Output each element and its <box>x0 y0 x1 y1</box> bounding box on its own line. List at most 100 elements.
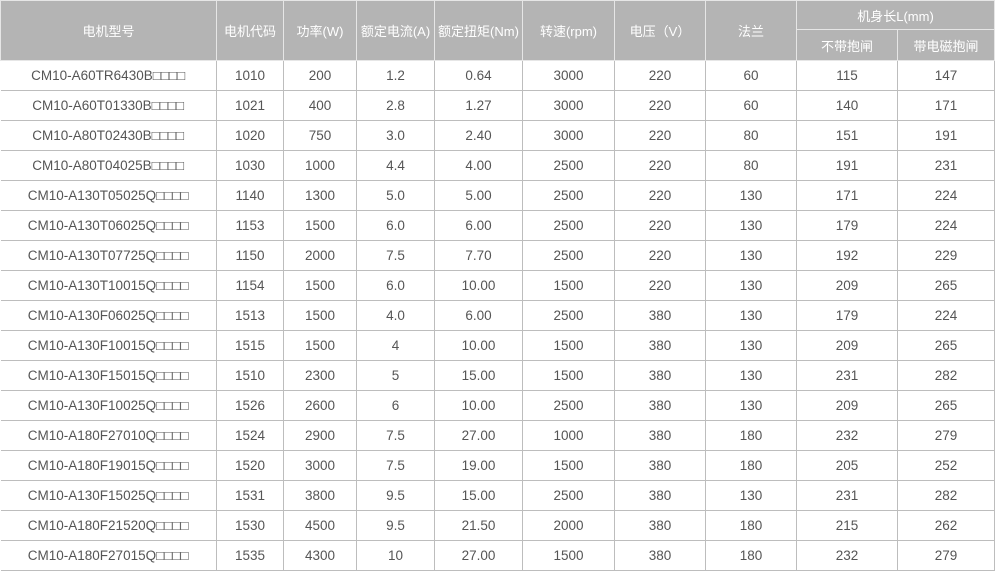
cell-flange: 130 <box>705 180 797 211</box>
cell-length-no-brake: 171 <box>796 180 898 211</box>
cell-torque: 15.00 <box>434 480 523 511</box>
cell-code: 1020 <box>216 120 284 151</box>
table-row: CM10-A80T02430B□□□□ 1020 750 3.0 2.40 3000 220… <box>0 120 995 151</box>
table-row: CM10-A180F27015Q□□□□ 1535 4300 10 27.00 1500 3… <box>0 540 995 571</box>
cell-speed: 2500 <box>522 480 615 511</box>
cell-current: 9.5 <box>356 510 435 541</box>
table-body: CM10-A60TR6430B□□□□ 1010 200 1.2 0.64 3000 220… <box>0 60 995 571</box>
cell-power: 2300 <box>283 360 357 391</box>
cell-power: 2600 <box>283 390 357 421</box>
cell-length-brake: 147 <box>897 60 995 91</box>
cell-length-no-brake: 192 <box>796 240 898 271</box>
cell-speed: 3000 <box>522 120 615 151</box>
header-length-no-brake: 不带抱闸 <box>796 29 898 61</box>
table-row: CM10-A60T01330B□□□□ 1021 400 2.8 1.27 3000 220… <box>0 90 995 121</box>
cell-model: CM10-A130F10015Q□□□□ <box>0 330 217 361</box>
table-row: CM10-A130F15025Q□□□□ 1531 3800 9.5 15.00 2500… <box>0 480 995 511</box>
cell-current: 7.5 <box>356 450 435 481</box>
cell-voltage: 220 <box>614 210 706 241</box>
cell-voltage: 220 <box>614 270 706 301</box>
cell-flange: 180 <box>705 450 797 481</box>
cell-speed: 1500 <box>522 360 615 391</box>
cell-current: 2.8 <box>356 90 435 121</box>
cell-speed: 2500 <box>522 210 615 241</box>
cell-code: 1524 <box>216 420 284 451</box>
cell-voltage: 220 <box>614 180 706 211</box>
cell-torque: 10.00 <box>434 270 523 301</box>
cell-model: CM10-A130F15025Q□□□□ <box>0 480 217 511</box>
cell-speed: 2500 <box>522 240 615 271</box>
cell-code: 1154 <box>216 270 284 301</box>
cell-torque: 0.64 <box>434 60 523 91</box>
header-flange: 法兰 <box>705 0 797 61</box>
cell-current: 6.0 <box>356 210 435 241</box>
cell-code: 1531 <box>216 480 284 511</box>
cell-speed: 2000 <box>522 510 615 541</box>
cell-length-no-brake: 191 <box>796 150 898 181</box>
cell-torque: 19.00 <box>434 450 523 481</box>
cell-length-brake: 265 <box>897 270 995 301</box>
cell-torque: 27.00 <box>434 420 523 451</box>
table-row: CM10-A130T05025Q□□□□ 1140 1300 5.0 5.00 2500 2… <box>0 180 995 211</box>
cell-length-brake: 171 <box>897 90 995 121</box>
cell-length-no-brake: 179 <box>796 300 898 331</box>
cell-flange: 130 <box>705 240 797 271</box>
cell-torque: 6.00 <box>434 210 523 241</box>
cell-current: 1.2 <box>356 60 435 91</box>
cell-length-brake: 265 <box>897 390 995 421</box>
cell-voltage: 380 <box>614 300 706 331</box>
cell-power: 1000 <box>283 150 357 181</box>
cell-speed: 2500 <box>522 300 615 331</box>
cell-length-brake: 252 <box>897 450 995 481</box>
header-current: 额定电流(A) <box>356 0 435 61</box>
cell-flange: 180 <box>705 420 797 451</box>
cell-model: CM10-A130F10025Q□□□□ <box>0 390 217 421</box>
cell-code: 1140 <box>216 180 284 211</box>
header-code: 电机代码 <box>216 0 284 61</box>
cell-current: 10 <box>356 540 435 571</box>
cell-power: 1500 <box>283 210 357 241</box>
cell-speed: 1500 <box>522 540 615 571</box>
cell-torque: 15.00 <box>434 360 523 391</box>
table-row: CM10-A130F10015Q□□□□ 1515 1500 4 10.00 1500 38… <box>0 330 995 361</box>
cell-speed: 3000 <box>522 60 615 91</box>
cell-length-no-brake: 232 <box>796 540 898 571</box>
cell-length-brake: 191 <box>897 120 995 151</box>
cell-code: 1530 <box>216 510 284 541</box>
cell-length-brake: 282 <box>897 480 995 511</box>
cell-length-no-brake: 215 <box>796 510 898 541</box>
cell-flange: 130 <box>705 360 797 391</box>
cell-speed: 1000 <box>522 420 615 451</box>
cell-voltage: 380 <box>614 510 706 541</box>
cell-length-brake: 224 <box>897 180 995 211</box>
header-torque: 额定扭矩(Nm) <box>434 0 523 61</box>
cell-current: 7.5 <box>356 240 435 271</box>
cell-length-brake: 279 <box>897 420 995 451</box>
cell-speed: 2500 <box>522 150 615 181</box>
cell-length-no-brake: 115 <box>796 60 898 91</box>
cell-voltage: 380 <box>614 330 706 361</box>
table-row: CM10-A60TR6430B□□□□ 1010 200 1.2 0.64 3000 220… <box>0 60 995 91</box>
cell-flange: 130 <box>705 270 797 301</box>
cell-voltage: 220 <box>614 60 706 91</box>
cell-flange: 60 <box>705 90 797 121</box>
cell-speed: 1500 <box>522 450 615 481</box>
cell-current: 7.5 <box>356 420 435 451</box>
cell-power: 400 <box>283 90 357 121</box>
cell-code: 1010 <box>216 60 284 91</box>
cell-voltage: 220 <box>614 120 706 151</box>
table-row: CM10-A130T10015Q□□□□ 1154 1500 6.0 10.00 1500… <box>0 270 995 301</box>
cell-length-brake: 262 <box>897 510 995 541</box>
cell-power: 200 <box>283 60 357 91</box>
cell-current: 4 <box>356 330 435 361</box>
table-row: CM10-A130F15015Q□□□□ 1510 2300 5 15.00 1500 38… <box>0 360 995 391</box>
cell-model: CM10-A80T04025B□□□□ <box>0 150 217 181</box>
cell-code: 1510 <box>216 360 284 391</box>
header-voltage: 电压（V） <box>614 0 706 61</box>
cell-length-no-brake: 209 <box>796 270 898 301</box>
cell-code: 1526 <box>216 390 284 421</box>
cell-voltage: 380 <box>614 360 706 391</box>
cell-torque: 10.00 <box>434 330 523 361</box>
cell-speed: 3000 <box>522 90 615 121</box>
